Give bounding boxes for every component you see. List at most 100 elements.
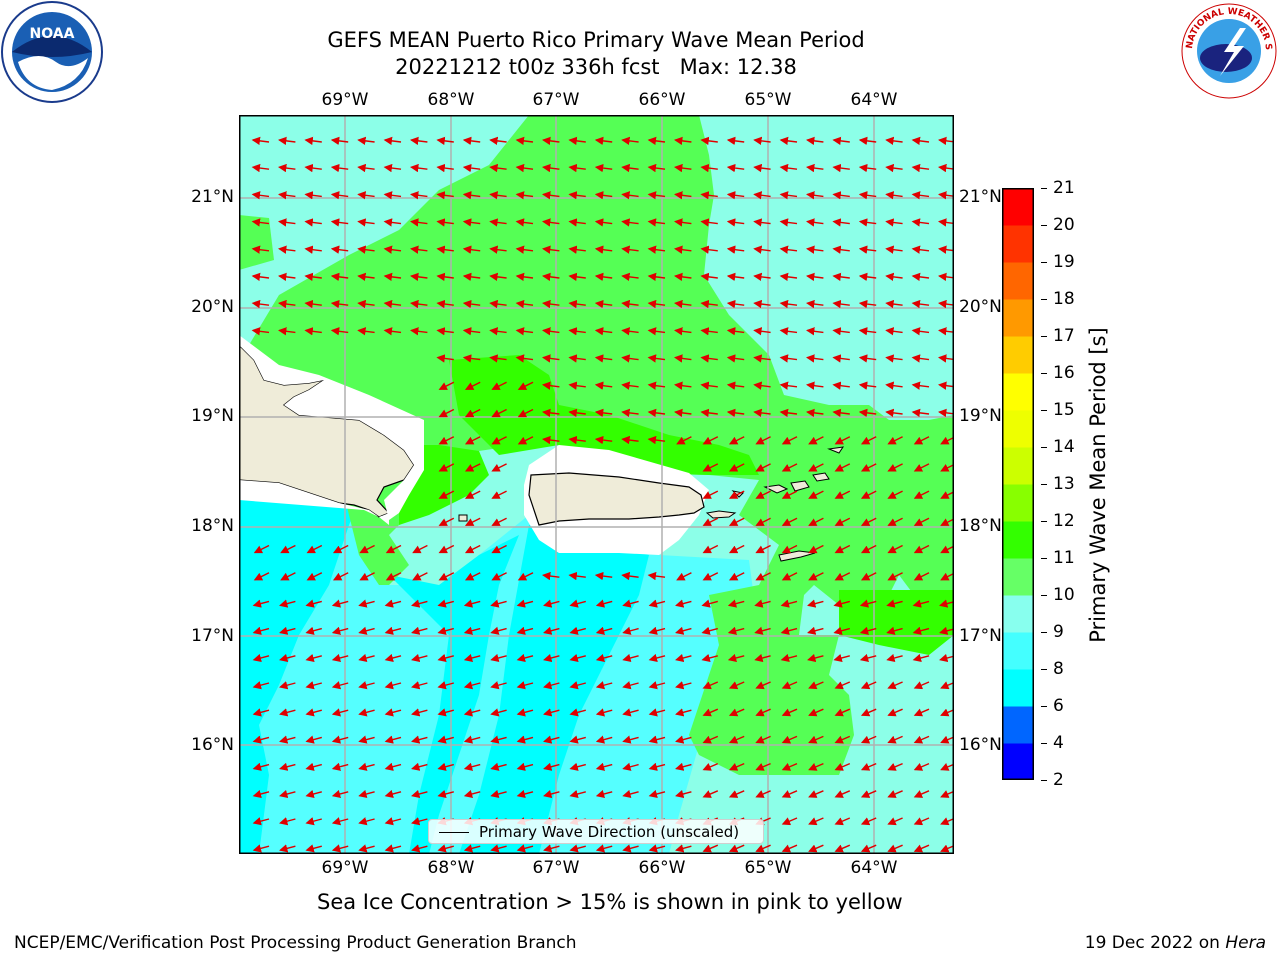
- wave-direction-arrow: [858, 218, 877, 227]
- wave-direction-arrow: [674, 354, 692, 363]
- wave-direction-arrow: [676, 436, 692, 445]
- wave-direction-arrow: [700, 299, 718, 309]
- wave-direction-arrow: [278, 136, 296, 146]
- wave-direction-arrow: [675, 599, 692, 608]
- wave-direction-arrow: [491, 436, 507, 445]
- wave-direction-arrow: [885, 299, 903, 309]
- wave-direction-arrow: [887, 436, 903, 445]
- wave-direction-arrow: [702, 490, 719, 499]
- wave-direction-arrow: [330, 245, 349, 254]
- wave-direction-arrow: [515, 272, 534, 282]
- wave-direction-arrow: [516, 789, 534, 799]
- wave-direction-arrow: [726, 163, 745, 173]
- lon-label-top: 66°W: [638, 90, 686, 110]
- wave-direction-arrow: [516, 681, 534, 690]
- wave-direction-arrow: [647, 408, 666, 418]
- wave-direction-arrow: [622, 626, 639, 635]
- wave-direction-arrow: [437, 626, 454, 635]
- wave-direction-arrow: [411, 653, 428, 663]
- footer-date-text: 19 Dec 2022 on: [1084, 933, 1226, 953]
- wave-direction-arrow: [569, 735, 586, 744]
- wave-direction-arrow: [860, 544, 877, 554]
- wave-direction-arrow: [252, 762, 270, 771]
- wave-direction-arrow: [568, 191, 586, 200]
- wave-direction-arrow: [594, 408, 613, 418]
- colorbar-segment: [1002, 188, 1034, 226]
- wave-direction-arrow: [674, 191, 692, 200]
- wave-direction-arrow: [779, 218, 798, 227]
- wave-direction-arrow: [410, 299, 428, 309]
- wave-direction-arrow: [411, 789, 428, 799]
- wave-direction-arrow: [251, 245, 270, 254]
- wave-direction-arrow: [358, 735, 375, 744]
- wave-direction-arrow: [383, 245, 402, 254]
- wave-direction-arrow: [860, 708, 877, 717]
- wave-direction-arrow: [383, 327, 402, 336]
- wave-direction-arrow: [674, 381, 692, 390]
- wave-direction-arrow: [781, 544, 798, 554]
- wave-direction-arrow: [595, 789, 613, 799]
- wave-direction-arrow: [489, 299, 507, 309]
- wave-direction-arrow: [858, 191, 877, 200]
- wave-direction-arrow: [622, 708, 639, 717]
- wave-direction-arrow: [489, 272, 507, 282]
- wave-direction-arrow: [517, 408, 534, 418]
- map-legend: Primary Wave Direction (unscaled): [428, 819, 764, 844]
- wave-direction-arrow: [358, 817, 375, 826]
- colorbar-tick-label: 9: [1053, 622, 1064, 642]
- colorbar-tick-label: 6: [1053, 696, 1064, 716]
- wave-direction-arrow: [331, 762, 349, 771]
- wave-direction-arrow: [728, 572, 745, 581]
- wave-direction-arrow: [438, 408, 455, 418]
- wave-direction-arrow: [462, 191, 481, 200]
- wave-direction-arrow: [595, 626, 613, 635]
- wave-direction-arrow: [647, 218, 666, 227]
- wave-direction-arrow: [542, 272, 560, 282]
- wave-direction-arrow: [543, 762, 560, 771]
- lon-label-bottom: 65°W: [744, 858, 792, 878]
- lat-label-left: 20°N: [191, 297, 234, 317]
- wave-direction-arrow: [251, 163, 270, 173]
- wave-direction-arrow: [252, 626, 270, 635]
- wave-direction-arrow: [700, 272, 718, 282]
- wave-direction-arrow: [674, 299, 692, 309]
- wave-direction-arrow: [860, 436, 877, 445]
- wave-direction-arrow: [594, 218, 613, 227]
- wave-direction-arrow: [359, 544, 375, 554]
- wave-direction-arrow: [438, 572, 455, 581]
- lat-label-right: 21°N: [959, 187, 1002, 207]
- wave-direction-arrow: [305, 789, 322, 799]
- wave-direction-arrow: [279, 844, 296, 853]
- wave-direction-arrow: [491, 381, 507, 390]
- wave-direction-arrow: [858, 381, 877, 390]
- wave-direction-arrow: [702, 762, 719, 771]
- wave-direction-arrow: [280, 544, 296, 554]
- wave-direction-arrow: [411, 735, 428, 744]
- wave-direction-arrow: [832, 136, 850, 146]
- wave-direction-arrow: [781, 490, 798, 499]
- wave-direction-arrow: [515, 163, 534, 173]
- wave-direction-arrow: [834, 817, 851, 826]
- wave-direction-arrow: [755, 708, 771, 717]
- wave-direction-arrow: [622, 844, 639, 853]
- colorbar-tick-mark: [1041, 447, 1047, 448]
- wave-direction-arrow: [885, 381, 903, 390]
- wave-direction-arrow: [490, 653, 507, 663]
- wave-direction-arrow: [621, 299, 639, 309]
- wave-direction-arrow: [834, 572, 851, 581]
- vieques-island: [705, 510, 737, 519]
- wave-direction-arrow: [330, 191, 349, 200]
- wave-direction-arrow: [410, 218, 428, 227]
- wave-direction-arrow: [675, 735, 692, 744]
- wave-direction-arrow: [462, 163, 481, 173]
- wave-direction-arrow: [647, 299, 666, 309]
- wave-direction-arrow: [833, 599, 850, 608]
- wave-direction-arrow: [251, 191, 270, 200]
- wave-direction-arrow: [464, 517, 481, 526]
- wave-direction-arrow: [860, 572, 877, 581]
- wave-direction-arrow: [728, 517, 745, 526]
- wave-direction-arrow: [860, 790, 877, 798]
- colorbar-tick-label: 15: [1053, 400, 1075, 420]
- wave-direction-arrow: [832, 245, 850, 254]
- wave-direction-arrow: [728, 790, 745, 798]
